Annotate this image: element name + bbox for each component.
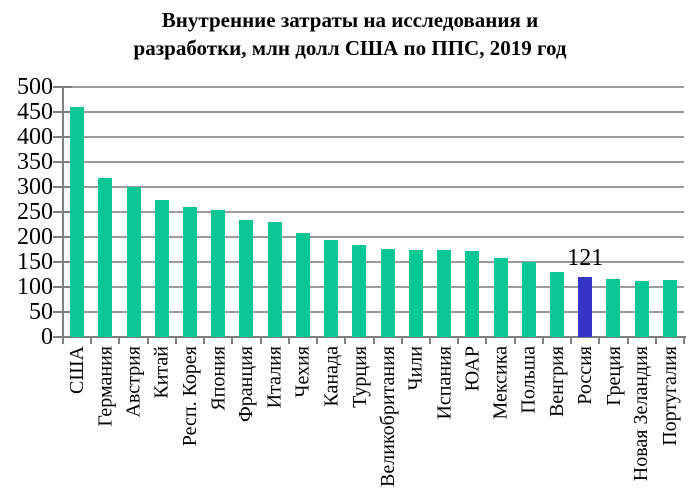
x-axis-label: Великобритания bbox=[376, 346, 399, 487]
x-axis-label: Венгрия bbox=[545, 346, 568, 418]
x-axis-label: США bbox=[66, 346, 89, 394]
x-axis-label: Новая Зеландия bbox=[630, 346, 653, 482]
x-axis-label: ЮАР bbox=[461, 346, 484, 392]
y-axis-label: 250 bbox=[17, 199, 53, 225]
x-axis-tick bbox=[541, 337, 544, 344]
x-axis-tick bbox=[513, 337, 516, 344]
gridline bbox=[63, 136, 684, 138]
x-axis-label: Франция bbox=[235, 346, 258, 422]
bar-россия bbox=[578, 276, 593, 337]
bar-франция bbox=[239, 219, 254, 337]
bar-респ-корея bbox=[183, 206, 198, 337]
x-axis-label: Чехия bbox=[291, 346, 314, 398]
x-axis-tick bbox=[62, 337, 64, 344]
x-axis-tick bbox=[287, 337, 290, 344]
bar-юар bbox=[465, 250, 480, 337]
x-axis-tick bbox=[344, 337, 347, 344]
x-axis-label: Чили bbox=[404, 346, 427, 391]
y-axis-label: 400 bbox=[17, 124, 53, 150]
bar-мексика bbox=[493, 258, 508, 337]
bar-германия bbox=[98, 177, 113, 337]
x-axis-label: Россия bbox=[574, 346, 597, 405]
bar-китай bbox=[154, 199, 169, 337]
x-axis-label: Австрия bbox=[122, 346, 145, 418]
bar-италия bbox=[267, 221, 282, 337]
bar-венгрия bbox=[549, 272, 564, 337]
x-axis-tick bbox=[203, 337, 206, 344]
bar-польша bbox=[521, 262, 536, 337]
gridline bbox=[63, 86, 684, 88]
chart-title-line2: разработки, млн долл США по ППС, 2019 го… bbox=[133, 36, 567, 60]
x-axis-label: Мексика bbox=[489, 346, 512, 420]
gridline bbox=[63, 236, 684, 238]
x-axis-tick bbox=[316, 337, 319, 344]
chart-title-line1: Внутренние затраты на исследования и bbox=[161, 8, 539, 32]
x-axis-tick bbox=[683, 337, 685, 344]
x-axis-tick bbox=[174, 337, 177, 344]
bar-сша bbox=[70, 107, 85, 337]
y-axis-label: 450 bbox=[17, 99, 53, 125]
y-axis-label: 150 bbox=[17, 249, 53, 275]
x-axis-tick bbox=[259, 337, 262, 344]
x-axis-tick bbox=[570, 337, 573, 344]
bar-австрия bbox=[126, 187, 141, 337]
gridline bbox=[63, 286, 684, 288]
x-axis-label: Испания bbox=[433, 346, 456, 420]
x-axis-tick bbox=[598, 337, 601, 344]
x-axis-label: Китай bbox=[150, 346, 173, 399]
y-axis-line bbox=[62, 87, 64, 338]
x-axis-tick bbox=[231, 337, 234, 344]
x-axis-label: Греция bbox=[602, 346, 625, 406]
bar-чехия bbox=[295, 233, 310, 337]
x-axis-tick bbox=[400, 337, 403, 344]
bar-великобритания bbox=[380, 249, 395, 337]
bar-испания bbox=[437, 250, 452, 337]
russia-value-label: 121 bbox=[567, 244, 604, 271]
y-axis-label: 200 bbox=[17, 224, 53, 250]
bar-япония bbox=[211, 210, 226, 337]
y-axis-label: 350 bbox=[17, 149, 53, 175]
x-axis-tick bbox=[90, 337, 93, 344]
bar-чили bbox=[408, 249, 423, 337]
y-axis-label: 0 bbox=[41, 324, 53, 350]
x-axis-label: Польша bbox=[517, 346, 540, 414]
x-axis-label: Япония bbox=[207, 346, 230, 411]
x-axis-label: Германия bbox=[94, 346, 117, 427]
gridline bbox=[63, 311, 684, 313]
bar-новая-зеландия bbox=[634, 280, 649, 337]
x-axis-tick bbox=[146, 337, 149, 344]
bar-канада bbox=[324, 240, 339, 337]
x-axis-label: Канада bbox=[320, 346, 343, 407]
gridline bbox=[63, 186, 684, 188]
gridline bbox=[63, 211, 684, 213]
gridline bbox=[63, 261, 684, 263]
bar-греция bbox=[606, 279, 621, 337]
bar-турция bbox=[352, 245, 367, 337]
y-axis-label: 100 bbox=[17, 274, 53, 300]
x-axis-tick bbox=[485, 337, 488, 344]
x-axis-tick bbox=[428, 337, 431, 344]
y-axis-label: 500 bbox=[17, 74, 53, 100]
bar-португалия bbox=[662, 280, 677, 337]
chart-title: Внутренние затраты на исследования и раз… bbox=[0, 6, 700, 62]
x-axis-label: Респ. Корея bbox=[179, 346, 202, 447]
x-axis-tick bbox=[372, 337, 375, 344]
x-axis-tick bbox=[118, 337, 121, 344]
x-axis-label: Италия bbox=[263, 346, 286, 409]
x-axis-label: Турция bbox=[348, 346, 371, 408]
gridline bbox=[63, 161, 684, 163]
gridline bbox=[63, 111, 684, 113]
y-axis-label: 50 bbox=[29, 299, 53, 325]
x-axis-tick bbox=[654, 337, 657, 344]
x-axis-tick bbox=[626, 337, 629, 344]
y-axis-label: 300 bbox=[17, 174, 53, 200]
x-axis-tick bbox=[457, 337, 460, 344]
x-axis-label: Португалия bbox=[658, 346, 681, 446]
